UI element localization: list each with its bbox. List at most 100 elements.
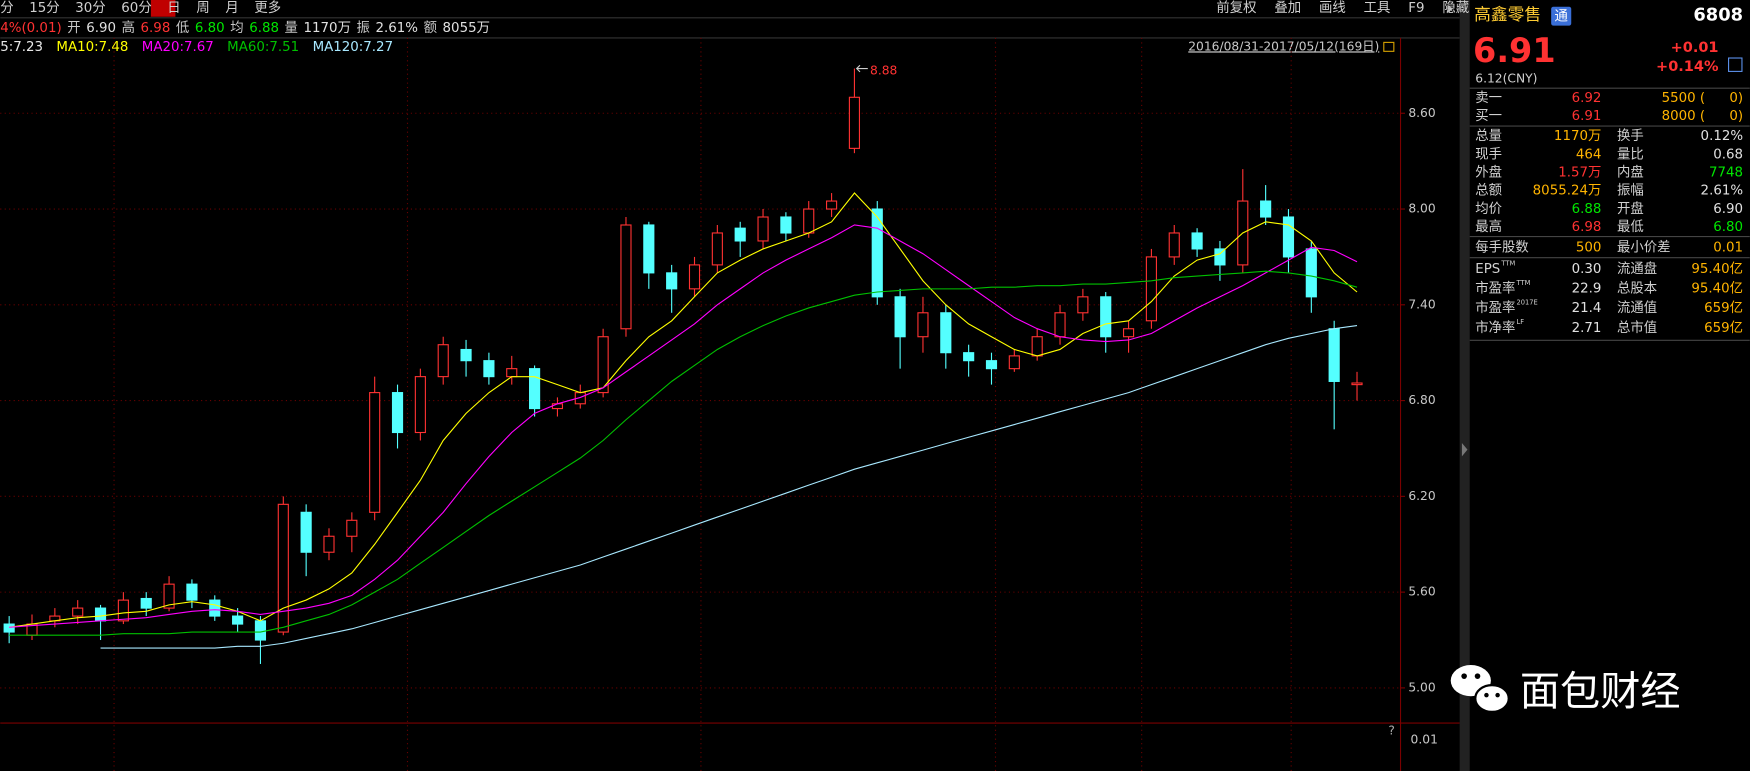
last-price: 6.91 [1473,31,1556,70]
stat-label: 流通盘 [1617,260,1657,277]
stat-label: 现手 [1475,146,1502,162]
stat-sup: TTM [1516,279,1531,287]
ma-legend: MA60:7.51 [227,40,299,55]
stat-value: 2.71 [1572,321,1602,336]
candle-body [826,200,838,210]
quote-item: 6.80 [195,21,225,36]
quote-item: 6.88 [249,21,279,36]
ma-line [9,192,1358,628]
candle-body [277,503,289,633]
stat-sup: TTM [1500,259,1515,267]
book-label: 买一 [1475,108,1502,124]
candle-body [254,620,267,641]
date-range[interactable]: 2016/08/31-2017/05/12(169日) [1188,39,1379,53]
stat-label: 市盈率 [1475,299,1515,316]
stat-label: 振幅 [1617,183,1644,199]
stat-value: 21.4 [1572,301,1602,316]
stat-value: 1170万 [1554,129,1601,144]
stat-value: 95.40亿 [1691,261,1743,277]
candle-body [643,224,655,274]
stat-label: 最低 [1617,219,1644,235]
prev-price: 6.12(CNY) [1475,72,1537,86]
period-button[interactable]: 日 [167,1,180,16]
quote-item: 振 [357,20,370,36]
stat-value: 1.57万 [1558,165,1601,180]
candle-body [894,296,906,338]
period-button[interactable]: 月 [225,1,238,16]
lock-icon[interactable] [1383,41,1395,52]
candle-body [711,232,723,266]
stat-value: 0.12% [1701,129,1744,144]
stat-value: 7748 [1709,165,1743,180]
quote-item: 4%(0.01) [0,21,61,36]
book-extra: 0) [1729,109,1743,124]
candle-body [1168,232,1180,258]
tool-button[interactable]: 叠加 [1274,0,1301,16]
tool-button[interactable]: 画线 [1319,0,1346,16]
candle-body [848,96,861,149]
candle-body [1328,328,1340,382]
quote-item: 额 [424,20,437,36]
active-period-bg [150,0,176,17]
period-button[interactable]: 60分 [121,0,151,16]
help[interactable]: ? [1388,723,1395,737]
candle-body [209,599,221,617]
stat-value: 0.01 [1713,241,1743,256]
stat-label: 总额 [1475,183,1502,199]
period-button[interactable]: 15分 [29,0,59,16]
candle-body [1008,355,1020,370]
stat-value: 0.30 [1572,262,1602,277]
tool-button[interactable]: 前复权 [1216,0,1256,16]
alert-icon[interactable] [1728,57,1743,72]
candle-body [1351,382,1363,386]
candle-body [1260,200,1272,218]
candle-body [757,216,769,242]
quote-item: 6.98 [141,21,171,36]
candle-body [72,607,84,617]
period-button[interactable]: 30分 [75,0,105,16]
ma-legend: 5:7.23 [0,40,43,55]
candle-body [620,224,632,330]
quote-item: 低 [176,20,189,36]
candle-body [232,615,244,625]
candle-body [437,344,449,378]
period-button[interactable]: 分 [0,0,13,16]
stat-value: 6.88 [1572,202,1602,217]
stat-value: 659亿 [1704,300,1743,316]
stat-label: 流通值 [1617,300,1657,316]
tool-button[interactable]: 工具 [1364,1,1391,16]
candle-body [529,368,541,410]
more-arrow[interactable] [1447,4,1453,14]
tool-button[interactable]: F9 [1408,1,1424,16]
quote-item: 开 [67,21,80,36]
stat-label: 市盈率 [1475,280,1515,297]
y-tick-label: 6.20 [1408,489,1435,503]
candle-body [871,208,883,298]
watermark: 面包财经 [1520,669,1681,715]
quote-item: 2.61% [376,21,419,36]
period-button[interactable]: 更多 [254,0,281,16]
ma-legend: MA10:7.48 [56,40,128,55]
y-tick-label: 8.00 [1408,202,1435,216]
stat-label: 总股本 [1617,281,1657,297]
volume-axis-label: 0.01 [1411,732,1438,746]
book-label: 卖一 [1475,90,1502,106]
candle-body [3,623,15,633]
candle-body [780,216,792,234]
stat-value: 6.90 [1713,202,1743,217]
period-button[interactable]: 周 [196,1,209,16]
candle-body [391,392,404,434]
wechat-icon [1450,665,1510,713]
candle-body [1054,312,1066,338]
candle-body [163,583,175,609]
collapse-arrow[interactable] [1461,442,1468,457]
stat-sup: LF [1517,318,1525,326]
candle-body [940,312,952,354]
candle-body [1145,256,1157,322]
candle-body [94,607,107,622]
side-divider[interactable] [1459,0,1470,771]
tool-button[interactable]: 隐藏 [1442,0,1469,16]
stat-label: 均价 [1475,201,1502,217]
